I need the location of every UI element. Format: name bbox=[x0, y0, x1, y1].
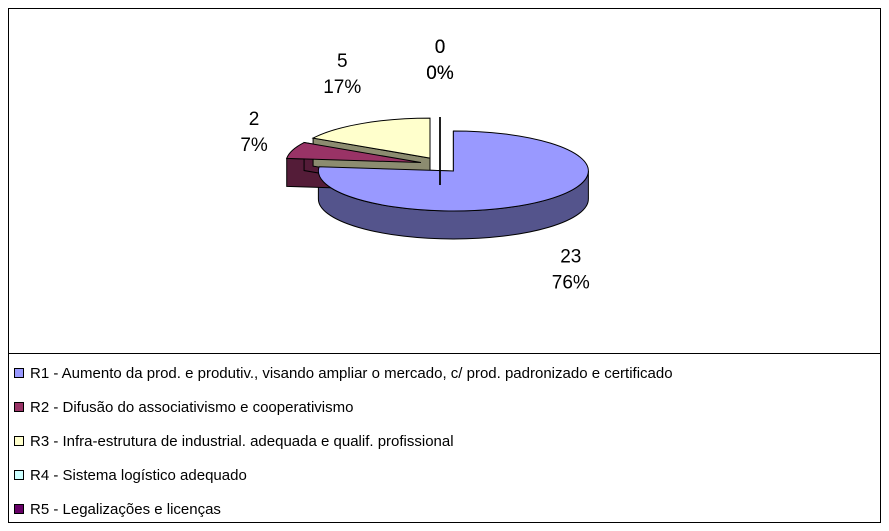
legend-swatch bbox=[14, 470, 24, 480]
data-label-value: 0 bbox=[435, 37, 446, 58]
slice bbox=[286, 142, 422, 164]
legend-swatch bbox=[14, 368, 24, 378]
legend-label: R1 - Aumento da prod. e produtiv., visan… bbox=[30, 365, 673, 382]
legend-swatch bbox=[14, 504, 24, 514]
legend-label: R4 - Sistema logístico adequado bbox=[30, 467, 247, 484]
data-label-value: 23 bbox=[560, 246, 581, 267]
legend-swatch bbox=[14, 436, 24, 446]
legend-label: R5 - Legalizações e licenças bbox=[30, 501, 221, 518]
chart-border bbox=[8, 8, 881, 523]
data-label-value: 0 bbox=[435, 37, 446, 58]
data-label-percent: 0% bbox=[426, 63, 454, 84]
legend-label: R3 - Infra-estrutura de industrial. adeq… bbox=[30, 433, 454, 450]
data-label-value: 5 bbox=[337, 51, 348, 72]
data-label-percent: 76% bbox=[552, 272, 590, 293]
data-label-percent: 17% bbox=[323, 77, 361, 98]
data-label-value: 2 bbox=[249, 109, 260, 130]
data-label-percent: 0% bbox=[426, 63, 454, 84]
slice bbox=[317, 130, 589, 212]
data-label-percent: 7% bbox=[240, 135, 268, 156]
legend-swatch bbox=[14, 402, 24, 412]
legend-label: R2 - Difusão do associativismo e coopera… bbox=[30, 399, 353, 416]
slice bbox=[311, 117, 431, 159]
